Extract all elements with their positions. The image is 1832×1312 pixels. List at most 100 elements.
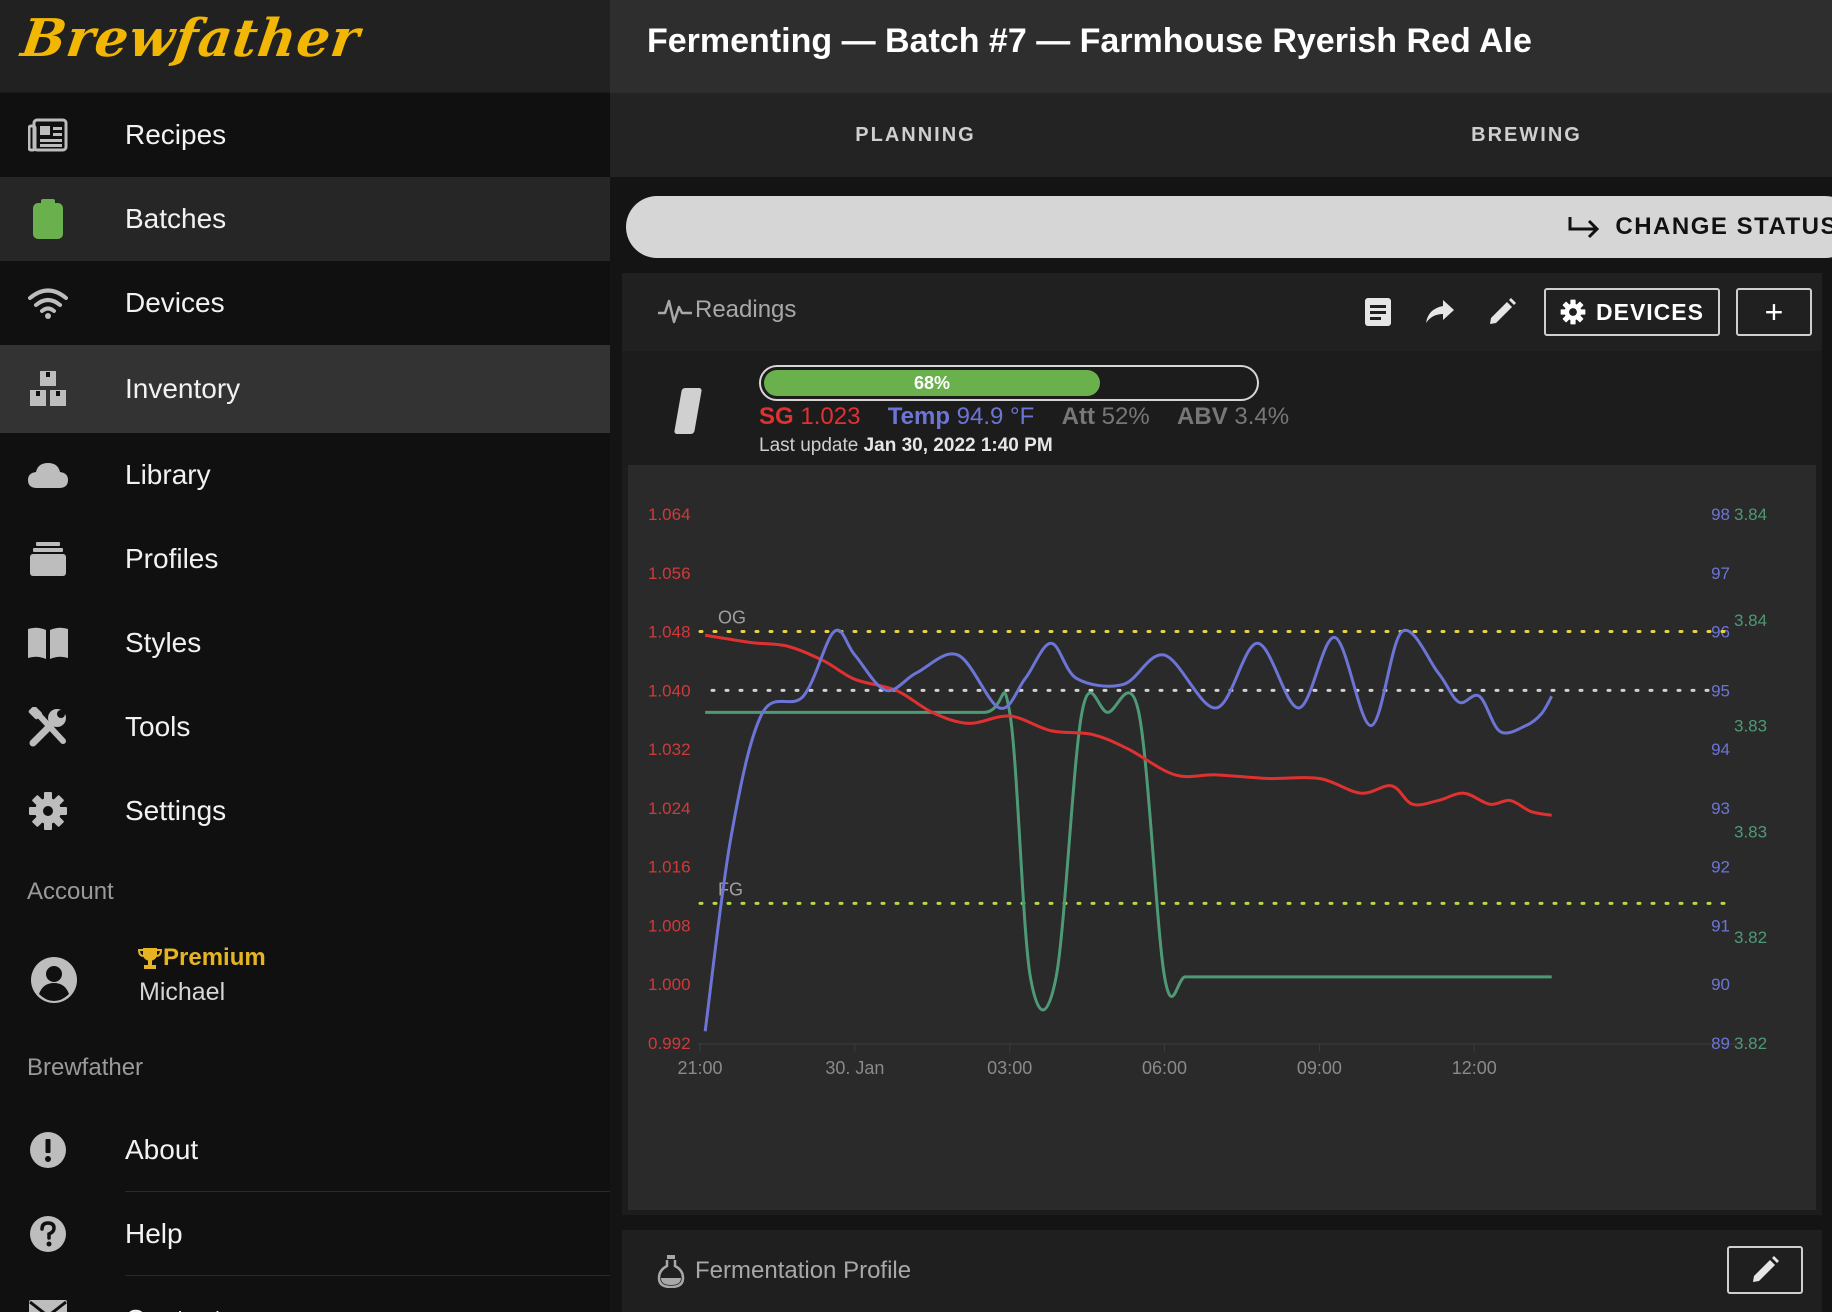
y-left-tick-label: 1.016 bbox=[648, 858, 691, 877]
y-right-temp-tick-label: 98 bbox=[1711, 505, 1730, 524]
sidebar-item-inventory[interactable]: Inventory bbox=[0, 345, 610, 433]
notes-icon bbox=[1365, 298, 1391, 326]
brewfather-section-label: Brewfather bbox=[27, 1054, 144, 1081]
sidebar-divider bbox=[125, 1191, 610, 1192]
abv-label: ABV bbox=[1177, 403, 1228, 430]
y-left-tick-label: 1.024 bbox=[648, 799, 691, 818]
logo-bar: Brewfather bbox=[0, 0, 610, 93]
sidebar: Brewfather Recipes Batches Devices Inven bbox=[0, 0, 610, 1312]
y-right-tick-label: 3.82 bbox=[1734, 928, 1767, 947]
hydrometer-icon bbox=[673, 388, 703, 434]
arrow-turn-right-icon bbox=[1568, 217, 1600, 239]
account-name: Michael bbox=[139, 978, 226, 1006]
y-left-tick-label: 1.040 bbox=[648, 681, 691, 700]
account-section-label: Account bbox=[27, 878, 114, 905]
fermentation-profile-title: Fermentation Profile bbox=[657, 1254, 911, 1288]
heartbeat-icon bbox=[658, 299, 692, 324]
sg-label: SG bbox=[759, 403, 794, 430]
sidebar-item-library[interactable]: Library bbox=[0, 433, 610, 517]
sidebar-item-label: Help bbox=[125, 1218, 183, 1249]
sidebar-item-tools[interactable]: Tools bbox=[0, 685, 610, 769]
y-left-tick-label: 1.032 bbox=[648, 740, 691, 759]
status-bar: CHANGE STATUS bbox=[626, 196, 1832, 258]
sidebar-item-contact[interactable]: Contact bbox=[0, 1276, 610, 1312]
tab-brewing[interactable]: BREWING bbox=[1471, 123, 1582, 146]
tab-planning[interactable]: PLANNING bbox=[855, 123, 976, 146]
sidebar-item-label: About bbox=[125, 1134, 199, 1165]
readings-header: Readings DEVICES + bbox=[622, 273, 1822, 351]
book-icon bbox=[26, 621, 70, 665]
sidebar-item-about[interactable]: About bbox=[0, 1108, 610, 1192]
sidebar-item-label: Profiles bbox=[125, 543, 219, 574]
y-right-temp-tick-label: 94 bbox=[1711, 740, 1730, 759]
sidebar-item-label: Settings bbox=[125, 795, 227, 826]
sidebar-item-profiles[interactable]: Profiles bbox=[0, 517, 610, 601]
x-tick-label: 21:00 bbox=[677, 1058, 722, 1078]
sg-series-line bbox=[704, 633, 1552, 817]
attenuation-progress-bar: 68% bbox=[759, 365, 1259, 401]
y-right-temp-tick-label: 93 bbox=[1711, 799, 1730, 818]
sidebar-item-label: Devices bbox=[125, 287, 225, 318]
readings-chart[interactable]: 21:00 30. Jan 03:00 06:00 09:00 12:00 1.064 1.0… bbox=[628, 465, 1816, 1210]
mail-icon bbox=[26, 1292, 70, 1312]
sidebar-item-batches[interactable]: Batches bbox=[0, 177, 610, 261]
sidebar-item-label: Batches bbox=[125, 203, 227, 234]
change-status-label: CHANGE STATUS bbox=[1615, 213, 1832, 240]
recipes-icon bbox=[26, 113, 70, 157]
sg-value: 1.023 bbox=[800, 403, 861, 430]
y-right-tick-label: 3.84 bbox=[1734, 611, 1767, 630]
att-label: Att bbox=[1061, 403, 1095, 430]
third-series-line bbox=[705, 691, 1552, 1012]
devices-button[interactable]: DEVICES bbox=[1544, 288, 1720, 336]
y-right-temp-tick-label: 97 bbox=[1711, 564, 1730, 583]
sidebar-item-label: Inventory bbox=[125, 373, 241, 404]
main-content: Fermenting — Batch #7 — Farmhouse Ryeris… bbox=[610, 0, 1832, 1312]
temperature-series-line bbox=[703, 628, 1553, 1032]
y-left-tick-label: 1.064 bbox=[648, 505, 691, 524]
stack-icon bbox=[26, 537, 70, 581]
add-reading-button[interactable]: + bbox=[1736, 288, 1812, 336]
brewfather-logo[interactable]: Brewfather bbox=[17, 8, 364, 69]
sidebar-item-help[interactable]: Help bbox=[0, 1192, 610, 1276]
x-tick-label: 09:00 bbox=[1297, 1058, 1342, 1078]
sidebar-item-label: Recipes bbox=[125, 119, 227, 150]
top-bar: Fermenting — Batch #7 — Farmhouse Ryeris… bbox=[610, 0, 1832, 93]
change-status-button[interactable]: CHANGE STATUS bbox=[1567, 196, 1832, 258]
sidebar-item-devices[interactable]: Devices bbox=[0, 261, 610, 345]
readings-title: Readings bbox=[657, 295, 796, 325]
devices-button-label: DEVICES bbox=[1596, 298, 1704, 325]
share-button[interactable] bbox=[1418, 288, 1462, 336]
x-tick-label: 03:00 bbox=[987, 1058, 1032, 1078]
att-value: 52% bbox=[1101, 403, 1150, 430]
sidebar-item-settings[interactable]: Settings bbox=[0, 769, 610, 853]
edit-fermentation-button[interactable] bbox=[1727, 1246, 1803, 1294]
gear-icon bbox=[26, 789, 70, 833]
sidebar-item-label: Tools bbox=[125, 711, 191, 742]
x-tick-label: 30. Jan bbox=[825, 1058, 884, 1078]
y-left-tick-label: 0.992 bbox=[648, 1034, 691, 1053]
premium-badge: Premium bbox=[163, 944, 266, 971]
y-right-temp-tick-label: 91 bbox=[1711, 916, 1730, 935]
last-update-value: Jan 30, 2022 1:40 PM bbox=[863, 435, 1053, 456]
last-update: Last update Jan 30, 2022 1:40 PM bbox=[759, 435, 1053, 457]
readings-card: Readings DEVICES + bbox=[622, 273, 1822, 1215]
share-icon bbox=[1426, 300, 1454, 323]
sidebar-item-styles[interactable]: Styles bbox=[0, 601, 610, 685]
y-right-tick-label: 3.83 bbox=[1734, 717, 1767, 736]
y-left-tick-label: 1.000 bbox=[648, 975, 691, 994]
last-update-label: Last update bbox=[759, 435, 859, 456]
sidebar-item-recipes[interactable]: Recipes bbox=[0, 93, 610, 177]
y-right-temp-tick-label: 90 bbox=[1711, 975, 1730, 994]
notes-button[interactable] bbox=[1356, 288, 1400, 336]
readings-title-text: Readings bbox=[695, 296, 797, 323]
x-tick-label: 06:00 bbox=[1142, 1058, 1187, 1078]
tab-bar: PLANNING BREWING bbox=[610, 93, 1832, 177]
edit-readings-button[interactable] bbox=[1480, 288, 1524, 336]
wifi-icon bbox=[26, 281, 70, 325]
y-left-tick-label: 1.008 bbox=[648, 916, 691, 935]
account-profile[interactable]: Premium Michael bbox=[0, 930, 610, 1030]
pencil-icon bbox=[1753, 1256, 1779, 1282]
y-right-temp-tick-label: 95 bbox=[1711, 681, 1730, 700]
avatar-icon bbox=[30, 956, 78, 1009]
